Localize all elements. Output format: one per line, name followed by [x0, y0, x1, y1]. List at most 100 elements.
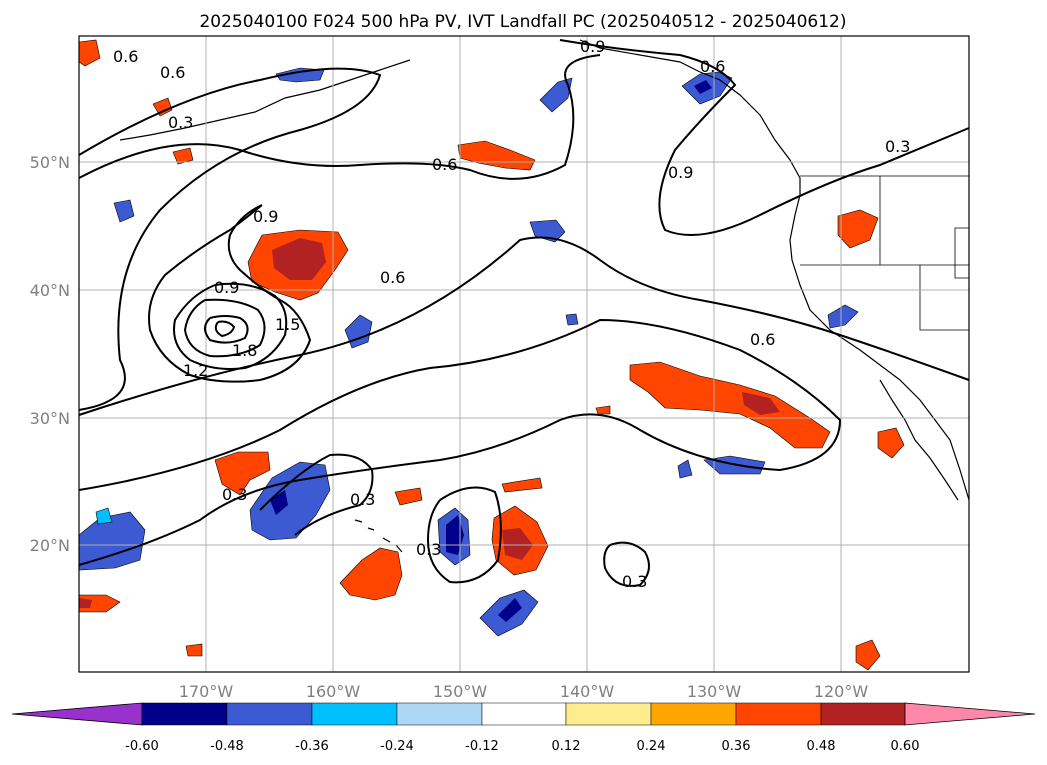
contour-inner	[214, 320, 236, 338]
negative-anomaly	[249, 461, 331, 541]
contour-label: 0.9	[214, 278, 239, 297]
gridlines	[79, 36, 969, 672]
negative-anomaly	[529, 219, 566, 243]
positive-anomaly	[394, 487, 423, 506]
negative-anomaly	[275, 67, 325, 83]
colorbar-tick: 0.24	[637, 739, 666, 754]
contour-label: 0.6	[160, 63, 185, 82]
colorbar-tick: -0.36	[295, 739, 329, 754]
negative-anomaly	[827, 304, 859, 329]
baja-coast	[879, 379, 959, 501]
contour-label: 0.9	[580, 37, 605, 56]
colorbar-tick: -0.12	[465, 739, 499, 754]
lat-label-20n: 20°N	[30, 536, 70, 555]
contour-1.5	[183, 298, 266, 358]
contour-0.9	[559, 39, 970, 236]
colorbar-low-arrow	[11, 702, 143, 726]
strong-negative-anomaly	[270, 490, 288, 515]
negative-anomaly	[565, 313, 579, 326]
colorbar-bin	[396, 702, 483, 726]
lon-label-120w: 120°W	[814, 682, 869, 701]
contour-1.2	[173, 282, 288, 370]
colorbar-tick: 0.12	[552, 739, 581, 754]
lat-labels: 50°N 40°N 30°N 20°N	[30, 153, 70, 555]
contour-label: 1.5	[275, 315, 300, 334]
positive-anomaly	[837, 209, 879, 249]
colorbar-tick: -0.24	[380, 739, 414, 754]
lat-label-30n: 30°N	[30, 409, 70, 428]
contour-label: 0.6	[700, 57, 725, 76]
contour-label: 0.3	[622, 572, 647, 591]
contour-0.6b	[78, 236, 970, 416]
colorbar-bin	[735, 702, 822, 726]
contour-0.9-ring	[148, 204, 312, 383]
negative-anomaly	[344, 314, 373, 349]
colorbar-bin	[481, 702, 567, 726]
positive-anomaly	[877, 427, 905, 459]
negative-anomaly	[677, 459, 693, 479]
lat-label-50n: 50°N	[30, 153, 70, 172]
contour-1.8	[204, 315, 249, 344]
contour-label: 0.3	[222, 485, 247, 504]
alaska-coast	[579, 39, 970, 501]
contour-label: 0.3	[168, 113, 193, 132]
contour-label-group: 0.6 0.6 0.3 0.6 0.9 0.6 0.9 0.3 0.9 0.9 …	[113, 37, 910, 591]
contour-0.3	[78, 67, 382, 411]
contour-0.3b	[78, 318, 842, 566]
colorbar-high-arrow	[904, 702, 1036, 726]
strong-positive-anomaly	[502, 528, 533, 560]
colorbar-bin	[650, 702, 737, 726]
strong-positive-anomaly	[79, 598, 92, 608]
borders	[800, 175, 970, 331]
positive-anomaly	[214, 451, 271, 496]
contour-label: 0.3	[416, 540, 441, 559]
positive-anomaly	[457, 140, 536, 171]
strong-positive-anomaly	[742, 392, 780, 415]
colorbar-bin	[226, 702, 313, 726]
contour-label: 0.3	[885, 137, 910, 156]
positive-anomaly	[172, 147, 194, 165]
colorbar-bin	[141, 702, 228, 726]
colorbar-tick: 0.60	[891, 739, 920, 754]
ivt-pc-shading	[78, 39, 905, 671]
lon-labels: 170°W 160°W 150°W 140°W 130°W 120°W	[179, 682, 869, 701]
strong-negative-anomaly	[498, 598, 522, 622]
contour-label: 0.6	[432, 155, 457, 174]
contour-label: 0.9	[253, 207, 278, 226]
lon-label-130w: 130°W	[687, 682, 742, 701]
contour-label: 0.9	[668, 163, 693, 182]
positive-anomaly	[152, 97, 173, 117]
positive-anomaly	[629, 361, 831, 449]
positive-anomaly	[595, 405, 611, 415]
figure-title: 2025040100 F024 500 hPa PV, IVT Landfall…	[199, 12, 846, 32]
coastlines	[119, 39, 970, 553]
colorbar-tick: 0.48	[807, 739, 836, 754]
colorbar: -0.60 -0.48 -0.36 -0.24 -0.12 0.12 0.24 …	[11, 702, 1036, 754]
map-frame	[78, 35, 970, 673]
map-panel: 0.6 0.6 0.3 0.6 0.9 0.6 0.9 0.3 0.9 0.9 …	[78, 35, 970, 673]
colorbar-bin	[820, 702, 906, 726]
colorbar-bin	[311, 702, 398, 726]
contour-label: 0.6	[750, 330, 775, 349]
lat-label-40n: 40°N	[30, 281, 70, 300]
lon-label-170w: 170°W	[179, 682, 234, 701]
contour-label: 0.6	[113, 47, 138, 66]
strong-negative-anomaly	[694, 80, 712, 94]
weak-negative-anomaly	[95, 507, 113, 525]
positive-anomaly	[339, 547, 403, 601]
strong-positive-anomaly	[272, 238, 326, 280]
contour-label: 0.6	[380, 268, 405, 287]
lon-label-160w: 160°W	[306, 682, 361, 701]
lon-label-150w: 150°W	[433, 682, 488, 701]
positive-anomaly	[501, 477, 543, 493]
aleutian-chain	[119, 59, 411, 141]
contour-0.3-hawaii	[426, 486, 502, 584]
contour-label: 1.8	[232, 341, 257, 360]
pv-contours	[78, 39, 970, 587]
state-borders	[800, 176, 970, 331]
colorbar-tick: -0.60	[125, 739, 159, 754]
colorbar-tick: 0.36	[722, 739, 751, 754]
positive-anomaly	[185, 643, 203, 657]
colorbar-tick: -0.48	[210, 739, 244, 754]
